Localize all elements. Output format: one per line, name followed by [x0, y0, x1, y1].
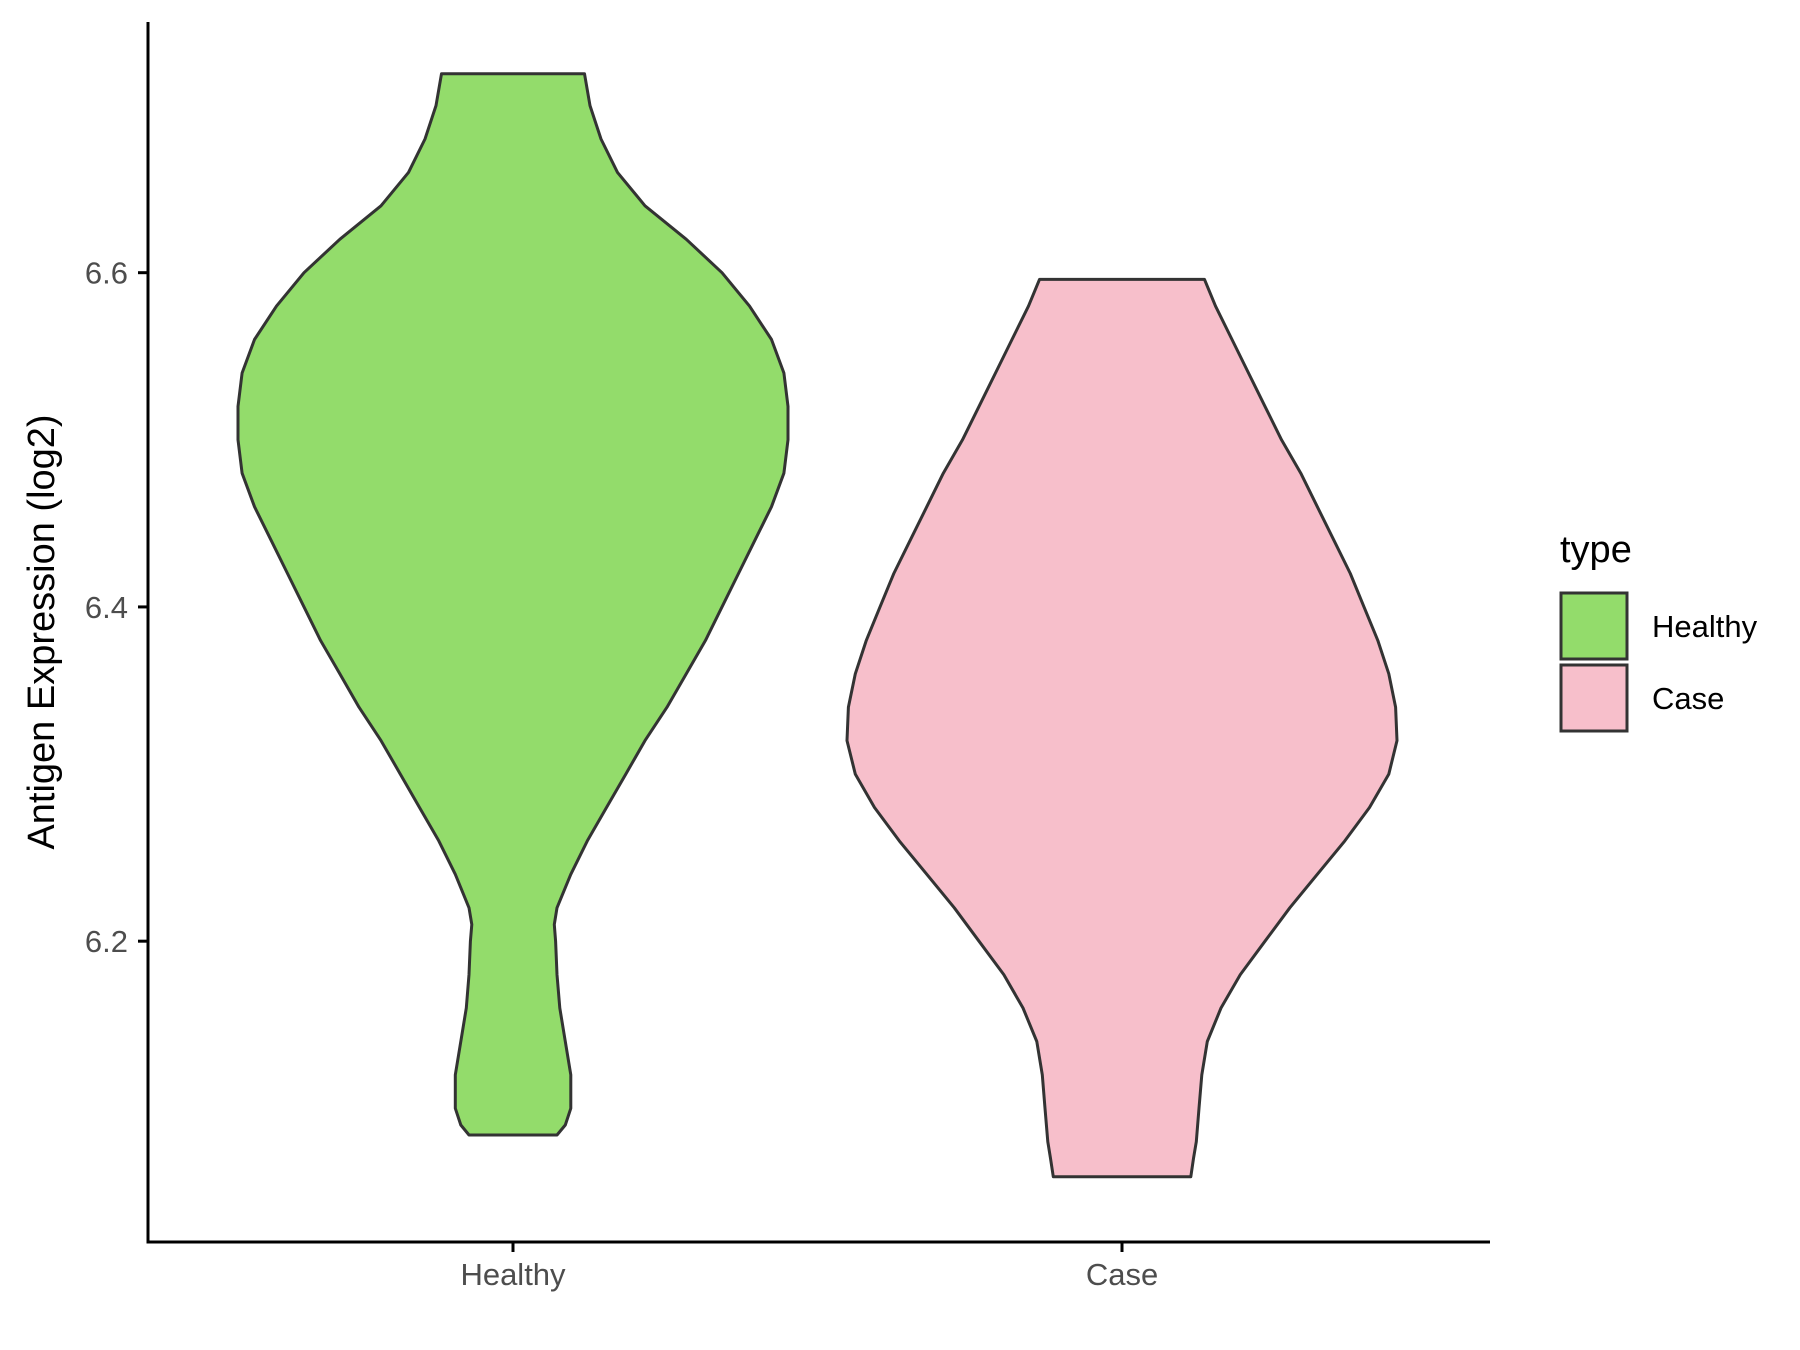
legend-label-case: Case	[1652, 681, 1724, 716]
y-tick-label: 6.2	[85, 924, 128, 959]
legend-title: type	[1560, 529, 1632, 571]
y-ticks: 6.2 6.4 6.6	[85, 256, 148, 959]
x-ticks: Healthy Case	[460, 1242, 1158, 1292]
y-axis-title: Antigen Expression (log2)	[21, 414, 63, 849]
x-tick-label: Healthy	[460, 1257, 566, 1292]
legend-label-healthy: Healthy	[1652, 609, 1758, 644]
legend: type Healthy Case	[1559, 529, 1758, 733]
x-tick-label: Case	[1086, 1257, 1158, 1292]
violin-group	[236, 72, 1399, 1179]
y-tick-label: 6.4	[85, 590, 128, 625]
legend-key-healthy	[1559, 591, 1629, 661]
violin-healthy	[236, 72, 790, 1137]
y-tick-label: 6.6	[85, 256, 128, 291]
legend-key-case	[1559, 663, 1629, 733]
violin-case	[845, 277, 1399, 1179]
